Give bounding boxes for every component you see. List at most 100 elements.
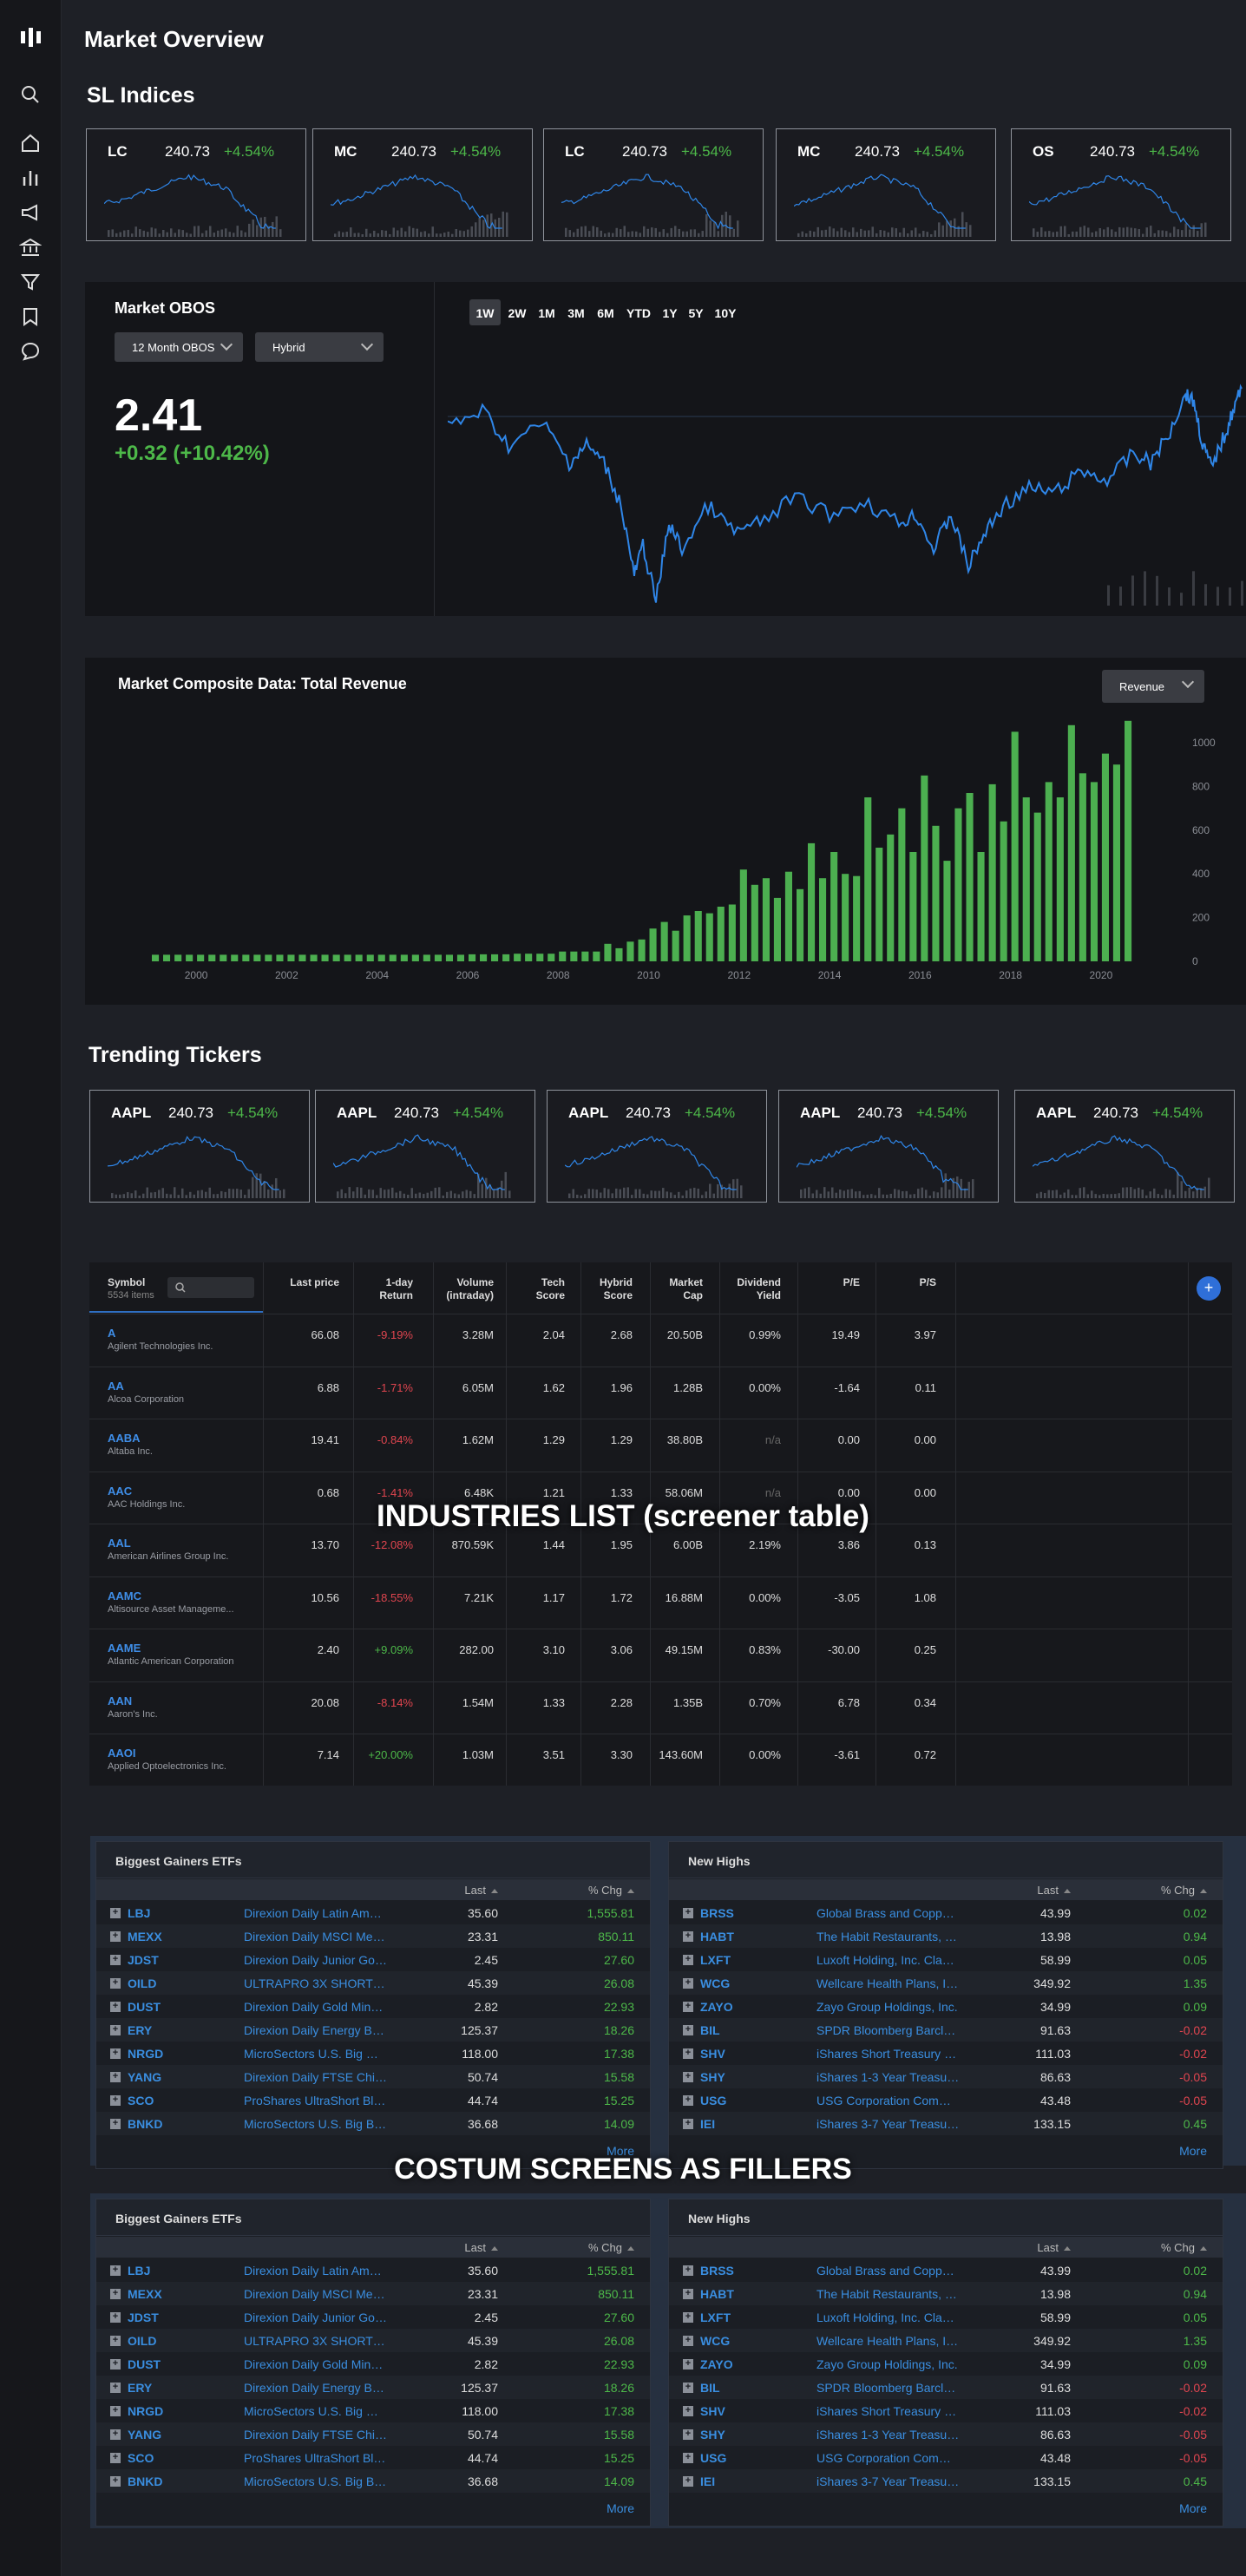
expand-icon[interactable]: + [110, 2072, 121, 2082]
table-row[interactable]: AAOI Applied Optoelectronics Inc. 7.14 +20.… [89, 1734, 1232, 1786]
row-symbol[interactable]: AAL [108, 1537, 131, 1550]
item-symbol[interactable]: BRSS [700, 1906, 734, 1920]
row-symbol[interactable]: AA [108, 1379, 124, 1393]
list-item[interactable]: + WCG Wellcare Health Plans, Inc. 349.92 1.3… [669, 2329, 1223, 2352]
item-name[interactable]: Direxion Daily FTSE China Bear 3X [244, 2428, 387, 2442]
item-name[interactable]: iShares Short Treasury Bond ETF [816, 2404, 960, 2418]
expand-icon[interactable]: + [683, 2383, 693, 2393]
index-card[interactable]: LC 240.73 +4.54% [543, 128, 764, 241]
column-header[interactable]: P/S [858, 1276, 936, 1289]
item-symbol[interactable]: BNKD [128, 2474, 163, 2488]
column-header[interactable]: Volume (intraday) [416, 1276, 494, 1302]
item-symbol[interactable]: SCO [128, 2094, 154, 2107]
item-name[interactable]: Direxion Daily Energy Bear 2X [244, 2381, 387, 2395]
expand-icon[interactable]: + [683, 2119, 693, 2129]
item-symbol[interactable]: YANG [128, 2070, 162, 2084]
expand-icon[interactable]: + [110, 2476, 121, 2487]
add-column-button[interactable]: + [1197, 1276, 1221, 1301]
index-card[interactable]: MC 240.73 +4.54% [776, 128, 996, 241]
item-symbol[interactable]: MEXX [128, 1930, 162, 1943]
change-header[interactable]: % Chg [1161, 1884, 1207, 1897]
list-item[interactable]: + ERY Direxion Daily Energy Bear 2X 125.37 1… [96, 2376, 650, 2399]
expand-icon[interactable]: + [683, 2048, 693, 2059]
list-item[interactable]: + OILD ULTRAPRO 3X SHORT CRUDE OIL 45.39 26.… [96, 1971, 650, 1995]
trending-card[interactable]: AAPL 240.73 +4.54% [89, 1090, 310, 1203]
expand-icon[interactable]: + [683, 1978, 693, 1989]
item-symbol[interactable]: WCG [700, 1976, 731, 1990]
expand-icon[interactable]: + [683, 1955, 693, 1965]
column-header[interactable]: P/E [782, 1276, 860, 1289]
row-symbol[interactable]: AABA [108, 1432, 141, 1445]
tab-ytd[interactable]: YTD [626, 306, 651, 320]
item-symbol[interactable]: DUST [128, 2000, 161, 2014]
item-symbol[interactable]: IEI [700, 2117, 716, 2131]
obos-type-dropdown[interactable]: Hybrid [255, 332, 384, 362]
item-name[interactable]: Global Brass and Copper Holdings [816, 2264, 960, 2278]
item-name[interactable]: Zayo Group Holdings, Inc. [816, 2000, 958, 2014]
composite-metric-dropdown[interactable]: Revenue [1102, 670, 1204, 703]
list-item[interactable]: + SHV iShares Short Treasury Bond ETF 111.0… [669, 2399, 1223, 2422]
last-header[interactable]: Last [1037, 2241, 1071, 2254]
tab-3m[interactable]: 3M [567, 306, 585, 320]
list-item[interactable]: + LBJ Direxion Daily Latin America Bull 3X… [96, 1901, 650, 1924]
item-symbol[interactable]: BRSS [700, 2264, 734, 2278]
row-symbol[interactable]: AAME [108, 1642, 141, 1655]
item-symbol[interactable]: NRGD [128, 2404, 164, 2418]
item-name[interactable]: MicroSectors U.S. Big Banks -3X [244, 2117, 387, 2131]
item-name[interactable]: iShares 1-3 Year Treasury Bond [816, 2428, 960, 2442]
list-item[interactable]: + SCO ProShares UltraShort Bloomberg Crude… [96, 2446, 650, 2469]
expand-icon[interactable]: + [110, 2119, 121, 2129]
item-name[interactable]: iShares 3-7 Year Treasury Bond [816, 2117, 960, 2131]
item-name[interactable]: Direxion Daily FTSE China Bear 3X [244, 2070, 387, 2084]
expand-icon[interactable]: + [683, 2429, 693, 2440]
column-header[interactable]: Tech Score [487, 1276, 565, 1302]
bar-chart-icon[interactable] [19, 167, 42, 189]
item-symbol[interactable]: IEI [700, 2474, 716, 2488]
tab-6m[interactable]: 6M [597, 306, 614, 320]
expand-icon[interactable]: + [110, 1955, 121, 1965]
list-item[interactable]: + SHY iShares 1-3 Year Treasury Bond 86.63 -… [669, 2065, 1223, 2088]
list-item[interactable]: + YANG Direxion Daily FTSE China Bear 3X 50… [96, 2422, 650, 2446]
item-symbol[interactable]: USG [700, 2094, 727, 2107]
list-item[interactable]: + YANG Direxion Daily FTSE China Bear 3X 50… [96, 2065, 650, 2088]
list-item[interactable]: + ZAYO Zayo Group Holdings, Inc. 34.99 0.09 [669, 1995, 1223, 2018]
table-row[interactable]: AAMC Altisource Asset Manageme... 10.56 -18… [89, 1576, 1232, 1629]
tab-1m[interactable]: 1M [538, 306, 555, 320]
item-symbol[interactable]: LBJ [128, 1906, 151, 1920]
item-name[interactable]: Zayo Group Holdings, Inc. [816, 2357, 958, 2371]
home-icon[interactable] [19, 132, 42, 154]
item-symbol[interactable]: SHY [700, 2070, 725, 2084]
last-header[interactable]: Last [464, 1884, 498, 1897]
item-name[interactable]: iShares 1-3 Year Treasury Bond [816, 2070, 960, 2084]
tab-1w[interactable]: 1W [469, 299, 501, 325]
expand-icon[interactable]: + [110, 2095, 121, 2106]
expand-icon[interactable]: + [683, 2072, 693, 2082]
item-symbol[interactable]: OILD [128, 1976, 157, 1990]
item-symbol[interactable]: JDST [128, 2311, 159, 2324]
item-symbol[interactable]: ZAYO [700, 2000, 733, 2014]
item-symbol[interactable]: ZAYO [700, 2357, 733, 2371]
expand-icon[interactable]: + [683, 2476, 693, 2487]
expand-icon[interactable]: + [110, 2453, 121, 2463]
item-symbol[interactable]: MEXX [128, 2287, 162, 2301]
expand-icon[interactable]: + [110, 2429, 121, 2440]
list-item[interactable]: + SHV iShares Short Treasury Bond ETF 111.0… [669, 2042, 1223, 2065]
item-symbol[interactable]: DUST [128, 2357, 161, 2371]
expand-icon[interactable]: + [683, 2406, 693, 2416]
list-item[interactable]: + SHY iShares 1-3 Year Treasury Bond 86.63 -… [669, 2422, 1223, 2446]
column-header[interactable]: Last price [261, 1276, 339, 1289]
item-name[interactable]: Wellcare Health Plans, Inc. [816, 2334, 960, 2348]
column-header[interactable]: Dividend Yield [703, 1276, 781, 1302]
list-item[interactable]: + BRSS Global Brass and Copper Holdings 43.… [669, 1901, 1223, 1924]
list-item[interactable]: + ZAYO Zayo Group Holdings, Inc. 34.99 0.09 [669, 2352, 1223, 2376]
item-symbol[interactable]: LXFT [700, 2311, 731, 2324]
list-item[interactable]: + LXFT Luxoft Holding, Inc. Class A 58.99 0.… [669, 1948, 1223, 1971]
expand-icon[interactable]: + [110, 2048, 121, 2059]
item-symbol[interactable]: WCG [700, 2334, 731, 2348]
index-card[interactable]: MC 240.73 +4.54% [312, 128, 533, 241]
item-symbol[interactable]: HABT [700, 2287, 734, 2301]
list-item[interactable]: + BNKD MicroSectors U.S. Big Banks -3X 36.6… [96, 2469, 650, 2493]
expand-icon[interactable]: + [683, 2453, 693, 2463]
item-name[interactable]: Direxion Daily Junior Gold Miners Bear [244, 2311, 387, 2324]
trending-card[interactable]: AAPL 240.73 +4.54% [778, 1090, 999, 1203]
